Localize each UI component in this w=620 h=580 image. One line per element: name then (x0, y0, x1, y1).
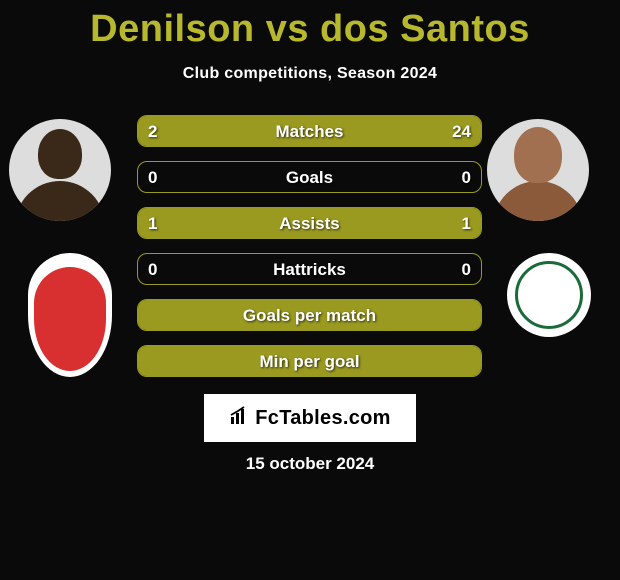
stats-area: 224Matches 00Goals 11Assists 00Hattricks Goa… (0, 107, 620, 387)
avatar-body (15, 181, 105, 221)
player-avatar-left (9, 119, 111, 221)
stat-label: Assists (138, 208, 481, 240)
attribution-badge: FcTables.com (202, 392, 418, 444)
stat-label: Min per goal (138, 346, 481, 378)
stat-bar: 11Assists (137, 207, 482, 239)
stat-label: Hattricks (138, 254, 481, 286)
subtitle: Club competitions, Season 2024 (0, 65, 620, 83)
stat-bar: 00Goals (137, 161, 482, 193)
stat-bar: Min per goal (137, 345, 482, 377)
stat-bar: 00Hattricks (137, 253, 482, 285)
avatar-head (514, 127, 562, 183)
page-title: Denilson vs dos Santos (0, 0, 620, 51)
attribution-text: FcTables.com (255, 407, 391, 430)
stat-label: Goals (138, 162, 481, 194)
stat-label: Matches (138, 116, 481, 148)
club-logo-left (28, 253, 112, 377)
club-badge-icon (515, 261, 583, 329)
avatar-body (493, 181, 583, 221)
stat-bar: 224Matches (137, 115, 482, 147)
stat-bar: Goals per match (137, 299, 482, 331)
comparison-card: Denilson vs dos Santos Club competitions… (0, 0, 620, 580)
club-logo-right (507, 253, 591, 337)
avatar-head (38, 129, 82, 179)
club-shield-icon (34, 267, 106, 371)
date-label: 15 october 2024 (0, 454, 620, 474)
player-avatar-right (487, 119, 589, 221)
stat-label: Goals per match (138, 300, 481, 332)
chart-icon (229, 405, 251, 432)
